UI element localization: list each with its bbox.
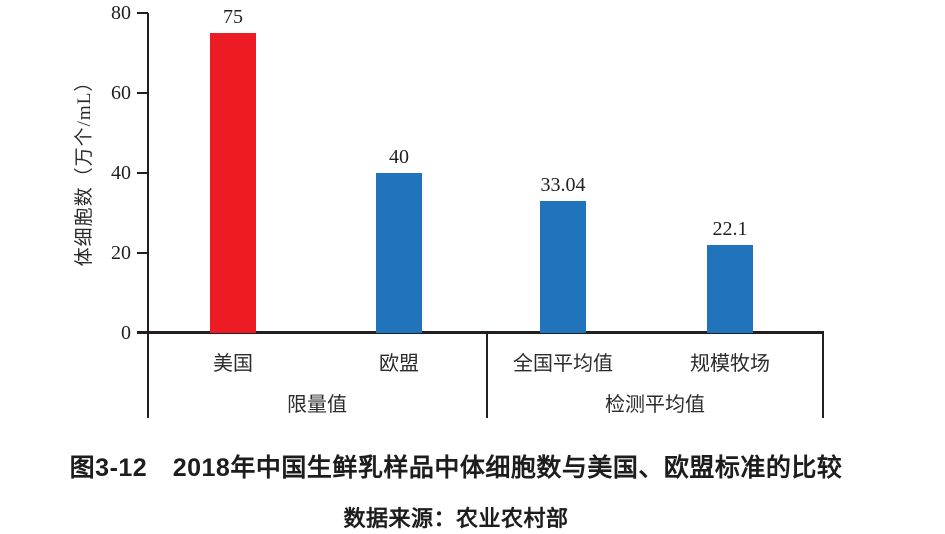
y-tick-label: 60 bbox=[111, 82, 131, 104]
x-axis-line bbox=[137, 331, 824, 334]
figure-caption: 图3-12 2018年中国生鲜乳样品中体细胞数与美国、欧盟标准的比较 bbox=[69, 454, 843, 482]
y-tick-mark bbox=[137, 252, 148, 254]
x-axis-label-全国平均值: 全国平均值 bbox=[513, 353, 613, 375]
bar-value-label: 22.1 bbox=[712, 217, 748, 240]
bar-value-label: 40 bbox=[389, 146, 409, 168]
bar-value-label: 33.04 bbox=[540, 173, 586, 196]
group-divider bbox=[147, 333, 149, 418]
group-label-检测平均值: 检测平均值 bbox=[605, 394, 705, 416]
group-label-限量值: 限量值 bbox=[287, 394, 347, 416]
y-tick-label: 0 bbox=[121, 322, 131, 344]
bar-美国 bbox=[210, 33, 256, 333]
figure-source: 数据来源：农业农村部 bbox=[343, 506, 569, 531]
y-tick-mark bbox=[137, 172, 148, 174]
bar-欧盟 bbox=[376, 173, 422, 333]
y-tick-label: 20 bbox=[111, 242, 131, 264]
bar-value-label: 75 bbox=[223, 6, 243, 28]
x-axis-label-美国: 美国 bbox=[213, 353, 253, 375]
x-axis-label-欧盟: 欧盟 bbox=[379, 353, 419, 375]
x-axis-label-规模牧场: 规模牧场 bbox=[690, 353, 770, 375]
bar-全国平均值 bbox=[540, 200, 586, 333]
y-tick-mark bbox=[137, 332, 148, 334]
bar-规模牧场 bbox=[707, 244, 753, 333]
group-divider bbox=[822, 333, 824, 418]
y-tick-label: 80 bbox=[111, 2, 131, 24]
group-divider bbox=[486, 333, 488, 418]
bar-chart: 体细胞数（万个/mL） 0 20 40 60 80 75 40 33.04 22.1 美国 欧盟… bbox=[74, 2, 824, 418]
y-tick-mark bbox=[137, 12, 148, 14]
y-tick-mark bbox=[137, 92, 148, 94]
y-axis-line bbox=[147, 13, 149, 418]
y-tick-label: 40 bbox=[111, 162, 131, 184]
